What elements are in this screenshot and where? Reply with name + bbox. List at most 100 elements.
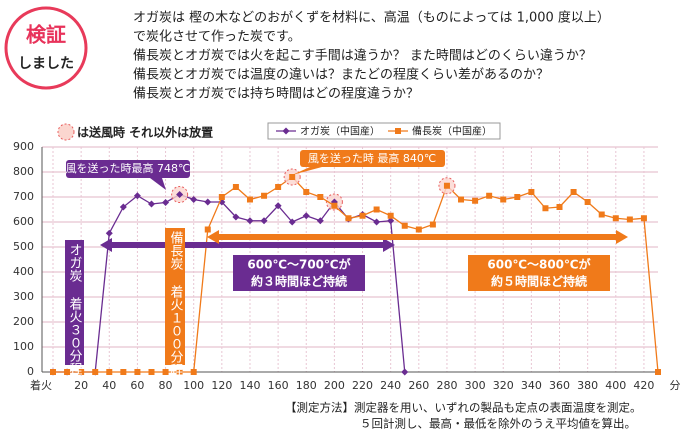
marker [246, 196, 253, 203]
x-tick-label: 着火 [30, 378, 52, 392]
marker [542, 205, 549, 212]
annotation-pointer [292, 167, 322, 175]
marker [190, 369, 197, 375]
x-tick-label: 240 [380, 379, 401, 392]
footer: 【測定方法】測定器を用い、いずれの製品も定点の表面温度を測定。 [285, 401, 642, 415]
x-tick-label: 300 [465, 379, 486, 392]
marker [260, 217, 268, 225]
x-tick-label: 120 [211, 379, 232, 392]
marker [302, 212, 310, 220]
x-tick-label: 140 [239, 379, 260, 392]
marker [162, 199, 170, 206]
x-tick-label: 100 [183, 379, 204, 392]
marker [373, 206, 380, 213]
marker [584, 199, 591, 205]
marker [275, 184, 282, 190]
marker [303, 189, 310, 195]
marker [612, 215, 619, 222]
marker [570, 189, 577, 195]
marker [288, 218, 296, 226]
x-tick-label: 280 [436, 379, 457, 392]
annotation: 600℃～800℃が [487, 257, 590, 272]
marker [316, 217, 324, 225]
y-tick-label: 300 [13, 290, 34, 303]
y-tick-label: 800 [13, 165, 34, 178]
marker [317, 194, 324, 200]
marker [120, 369, 127, 375]
annotation-box [300, 150, 445, 167]
legend-label: オガ炭（中国産） [300, 125, 380, 138]
x-tick-label: 420 [633, 379, 654, 392]
annotation: 備長炭 着火１００分程 [168, 230, 184, 377]
marker [148, 369, 155, 375]
x-axis-label: 分 [670, 379, 681, 392]
marker [387, 217, 395, 225]
note: は送風時 それ以外は放置 [77, 125, 213, 140]
marker [232, 184, 239, 190]
intro: 備長炭とオガ炭では火を起こす手間は違うか？ また時間はどのくらい違うか？ [133, 48, 592, 64]
x-tick-label: 20 [74, 379, 88, 392]
marker [176, 369, 183, 375]
marker [162, 369, 169, 375]
x-tick-label: 380 [577, 379, 598, 392]
annotation-box [468, 255, 610, 291]
badge-sub: しました [18, 56, 74, 72]
x-tick-label: 60 [130, 379, 144, 392]
x-tick-label: 260 [408, 379, 429, 392]
marker [133, 192, 141, 200]
marker [514, 194, 521, 200]
marker [458, 196, 465, 203]
annotation: オガ炭 着火３０分程 [67, 243, 83, 376]
x-tick-label: 40 [102, 379, 116, 392]
marker [78, 369, 85, 375]
marker [401, 368, 409, 376]
marker [50, 369, 56, 375]
marker [626, 216, 633, 223]
marker [500, 196, 507, 203]
marker [246, 217, 254, 225]
x-tick-label: 360 [549, 379, 570, 392]
marker [92, 369, 99, 375]
annotation-box [233, 255, 365, 291]
marker [261, 192, 268, 199]
intro: 備長炭とオガ炭では持ち時間はどの程度違うか？ [133, 86, 419, 102]
intro: 備長炭とオガ炭では温度の違いは？またどの程度くらい差があるのか？ [133, 67, 549, 83]
y-tick-label: 600 [13, 215, 34, 228]
annotation: 風を送った時 最高 840℃ [308, 151, 436, 165]
marker [345, 215, 352, 222]
marker [655, 369, 661, 375]
legend-label: 備長炭（中国産） [412, 125, 492, 138]
annotation: 600℃～700℃が [247, 257, 350, 272]
marker [486, 192, 493, 199]
marker [556, 204, 563, 210]
footer: ５回計測し、最高・最低を除外のうえ平均値を算出。 [360, 417, 636, 431]
marker [204, 226, 211, 233]
y-tick-label: 0 [27, 365, 34, 378]
marker [401, 222, 408, 229]
x-tick-label: 340 [521, 379, 542, 392]
x-tick-label: 400 [605, 379, 626, 392]
annotation-box [66, 160, 190, 178]
marker [119, 203, 127, 211]
marker [415, 226, 422, 233]
legend-marker [282, 127, 290, 135]
intro: で炭化させて作った炭です。 [133, 30, 301, 45]
marker [528, 189, 535, 195]
marker [429, 221, 436, 228]
range-arrow [100, 238, 395, 252]
marker [598, 211, 605, 218]
annotation: 約３時間ほど持続 [251, 274, 347, 289]
x-tick-label: 160 [268, 379, 289, 392]
marker [105, 229, 113, 237]
marker [331, 202, 338, 209]
marker [176, 191, 184, 198]
marker [274, 202, 282, 210]
marker [218, 194, 225, 200]
x-tick-label: 320 [493, 379, 514, 392]
y-tick-label: 700 [13, 190, 34, 203]
annotation: 約５時間ほど持続 [491, 274, 587, 289]
x-tick-label: 180 [296, 379, 317, 392]
marker [387, 212, 394, 219]
marker [134, 369, 141, 375]
